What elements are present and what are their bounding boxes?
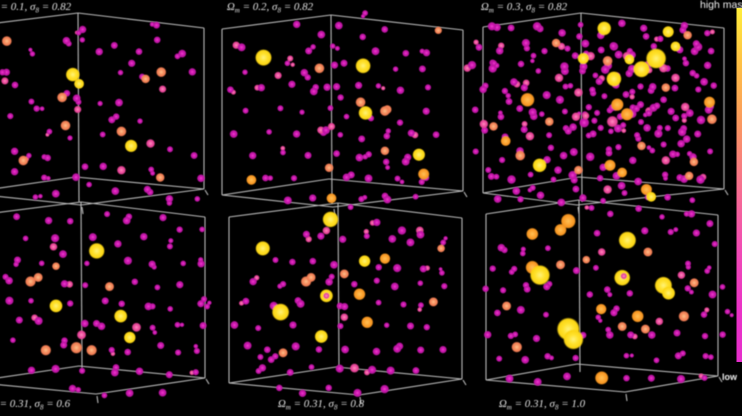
svg-text:Ωm = 0.31, σ8 = 0.8: Ωm = 0.31, σ8 = 0.8 xyxy=(278,398,365,412)
svg-text:Ωm = 0.3, σ8 = 0.82: Ωm = 0.3, σ8 = 0.82 xyxy=(481,1,568,15)
svg-text:Ωm = 0.31, σ8 = 0.6: Ωm = 0.31, σ8 = 0.6 xyxy=(0,398,71,412)
svg-text:Ωm = 0.1, σ8 = 0.82: Ωm = 0.1, σ8 = 0.82 xyxy=(0,1,72,15)
svg-text:Ωm = 0.31, σ8 = 1.0: Ωm = 0.31, σ8 = 1.0 xyxy=(499,398,586,412)
svg-text:low: low xyxy=(722,372,738,382)
svg-text:Ωm = 0.2, σ8 = 0.82: Ωm = 0.2, σ8 = 0.82 xyxy=(227,1,314,15)
svg-text:high mass: high mass xyxy=(700,0,742,11)
